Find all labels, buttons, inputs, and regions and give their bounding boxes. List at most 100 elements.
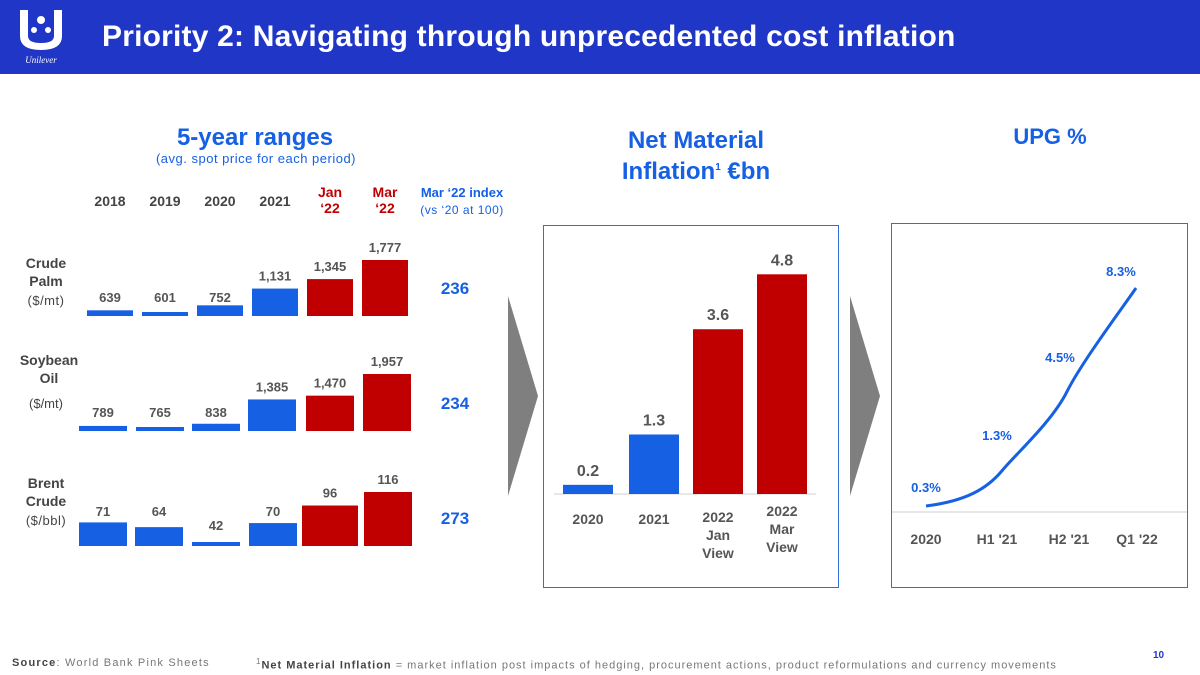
range-value-label: 601	[154, 290, 176, 305]
upg-category-label: H2 '21	[1049, 531, 1090, 547]
range-value-label: 1,131	[259, 269, 292, 284]
range-bar	[364, 492, 412, 546]
range-bar	[362, 260, 408, 316]
nmi-bar	[563, 484, 613, 494]
unilever-logo: Unilever	[20, 10, 62, 65]
nmi-category-label: 2021	[638, 511, 669, 527]
arrow-right-icon	[508, 296, 538, 496]
range-value-label: 752	[209, 290, 231, 305]
column-header: 2021	[259, 193, 290, 209]
upg-value-label: 4.5%	[1045, 350, 1075, 365]
index-value: 273	[441, 509, 469, 528]
upg-category-label: H1 '21	[977, 531, 1018, 547]
range-value-label: 116	[378, 472, 399, 487]
range-value-label: 64	[152, 504, 167, 519]
nmi-bar	[629, 434, 679, 494]
range-bar	[302, 505, 358, 546]
nmi-chart: 0.2 2020 1.3 2021 3.6 2022 Jan View 4.8 2022 Mar Vi…	[554, 252, 816, 561]
nmi-value-label: 1.3	[643, 413, 665, 430]
ranges-title: 5-year ranges	[176, 124, 334, 151]
nmi-title-sup: 1	[715, 162, 721, 173]
index-value: 234	[441, 394, 470, 413]
column-header: 2018	[94, 193, 125, 209]
nmi-value-label: 3.6	[707, 307, 729, 324]
page-title: Priority 2: Navigating through unprecede…	[102, 20, 956, 53]
range-value-label: 1,470	[314, 376, 347, 391]
range-bar	[135, 527, 183, 546]
row-label: Crude Palm	[26, 255, 67, 289]
range-bar	[248, 399, 296, 431]
range-value-label: 838	[205, 405, 227, 420]
nmi-category-label: 2020	[572, 511, 603, 527]
ranges-chart: 2018 2019 2020 2021 Jan ‘22 Mar ‘22 Mar ‘22 inde…	[20, 184, 504, 546]
upg-title: UPG %	[1013, 124, 1087, 149]
ranges-subtitle: (avg. spot price for each period)	[155, 151, 357, 166]
index-value: 236	[441, 279, 469, 298]
range-bar	[249, 523, 297, 546]
arrow-right-icon	[850, 296, 880, 496]
nmi-title: Net Material Inflation1 €bn	[596, 127, 796, 185]
row-label: Brent Crude	[26, 475, 67, 509]
source-label: Source	[12, 657, 57, 669]
range-bar	[307, 279, 353, 316]
footnote: 1Net Material Inflation = market inflati…	[256, 657, 1057, 672]
range-value-label: 789	[92, 405, 114, 420]
range-bar	[192, 423, 240, 431]
nmi-title-text: Net Material Inflation	[621, 127, 765, 185]
nmi-title-suffix: €bn	[720, 158, 771, 185]
index-subheader: (vs ‘20 at 100)	[420, 203, 504, 217]
footnote-label: Net Material Inflation	[261, 659, 392, 672]
row-label: Soybean Oil	[20, 352, 78, 386]
range-value-label: 1,385	[256, 379, 289, 394]
nmi-value-label: 4.8	[771, 252, 793, 269]
range-bar	[192, 542, 240, 546]
nmi-category-label: 2022 Mar View	[766, 503, 798, 555]
upg-category-label: 2020	[910, 531, 941, 547]
range-bar	[79, 522, 127, 546]
upg-chart: 0.3% 1.3% 4.5% 8.3% 2020 H1 '21 H2 '21 Q1 '22	[892, 264, 1187, 547]
range-bar	[136, 427, 184, 431]
page-number: 10	[1153, 650, 1165, 661]
upg-panel: 0.3% 1.3% 4.5% 8.3% 2020 H1 '21 H2 '21 Q1 '22	[891, 223, 1188, 588]
logo-text: Unilever	[25, 55, 57, 65]
column-header: 2019	[149, 193, 180, 209]
upg-value-label: 1.3%	[982, 428, 1012, 443]
column-header: 2020	[204, 193, 235, 209]
range-value-label: 1,957	[371, 354, 404, 369]
index-header: Mar ‘22 index	[421, 185, 504, 200]
upg-category-label: Q1 '22	[1116, 531, 1158, 547]
range-value-label: 639	[99, 290, 121, 305]
range-bar	[363, 374, 411, 431]
range-bar	[197, 305, 243, 316]
row-unit: ($/mt)	[28, 293, 65, 308]
footnote-text: = market inflation post impacts of hedgi…	[391, 659, 1057, 672]
range-value-label: 1,345	[314, 259, 347, 274]
header-bar: Unilever Priority 2: Navigating through …	[0, 0, 1200, 74]
range-value-label: 42	[209, 518, 223, 533]
range-bar	[79, 425, 127, 431]
nmi-bar	[757, 274, 807, 494]
range-value-label: 765	[149, 405, 171, 420]
source-note: Source: World Bank Pink Sheets	[12, 657, 210, 669]
range-value-label: 71	[96, 504, 110, 519]
column-header: Jan ‘22	[318, 184, 342, 216]
range-bar	[252, 288, 298, 316]
range-value-label: 96	[323, 486, 337, 501]
nmi-value-label: 0.2	[577, 463, 599, 480]
upg-series-line	[925, 287, 1138, 508]
range-bar	[306, 395, 354, 431]
upg-value-label: 8.3%	[1106, 264, 1136, 279]
range-bar	[142, 312, 188, 316]
source-text: : World Bank Pink Sheets	[56, 657, 210, 669]
range-value-label: 1,777	[369, 240, 402, 255]
range-bar	[87, 310, 133, 316]
row-unit: ($/bbl)	[26, 513, 66, 528]
nmi-category-label: 2022 Jan View	[702, 509, 734, 561]
column-header: Mar ‘22	[373, 184, 398, 216]
upg-value-label: 0.3%	[911, 480, 941, 495]
nmi-panel: 0.2 2020 1.3 2021 3.6 2022 Jan View 4.8 2022 Mar Vi…	[543, 225, 839, 588]
nmi-bar	[693, 329, 743, 494]
range-value-label: 70	[266, 504, 280, 519]
footnote-sup: 1	[256, 657, 262, 666]
row-unit: ($/mt)	[29, 396, 63, 411]
